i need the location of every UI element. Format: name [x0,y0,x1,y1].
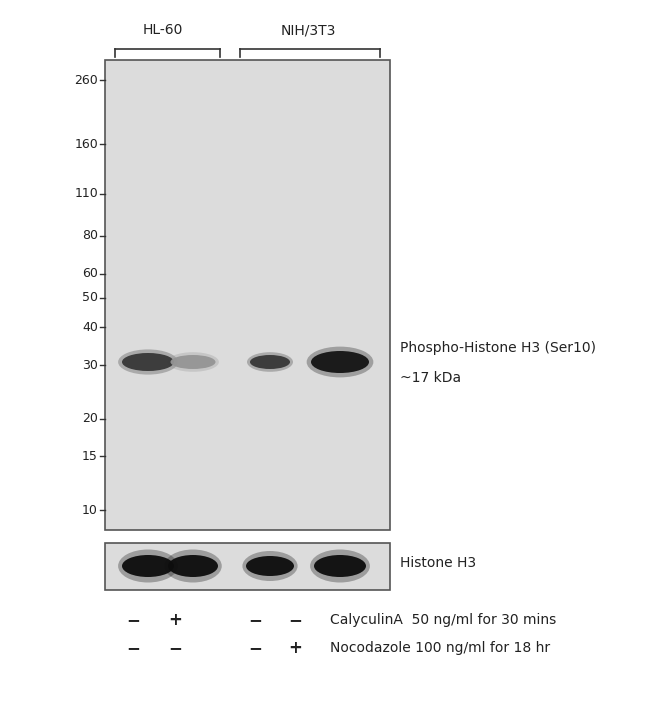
Ellipse shape [168,555,218,577]
Text: −: − [288,611,302,629]
Text: ~17 kDa: ~17 kDa [400,371,461,385]
Text: NIH/3T3: NIH/3T3 [280,23,335,37]
Text: 15: 15 [82,450,98,463]
Ellipse shape [314,555,366,577]
Text: HL-60: HL-60 [143,23,183,37]
Text: −: − [248,639,262,657]
Ellipse shape [310,550,370,582]
Ellipse shape [122,353,174,371]
Text: 30: 30 [82,358,98,372]
Text: −: − [248,611,262,629]
Text: −: − [168,639,182,657]
Text: Histone H3: Histone H3 [400,556,476,570]
Ellipse shape [311,351,369,373]
Bar [105,60,390,530]
Bar [105,543,390,590]
Ellipse shape [122,555,174,577]
Text: CalyculinA  50 ng/ml for 30 mins: CalyculinA 50 ng/ml for 30 mins [330,613,556,627]
Text: 160: 160 [74,137,98,151]
Ellipse shape [118,550,178,582]
Ellipse shape [118,349,178,375]
Text: 10: 10 [82,503,98,517]
Ellipse shape [247,352,293,372]
Ellipse shape [242,551,298,581]
Ellipse shape [167,352,219,372]
Ellipse shape [164,550,222,582]
Text: 40: 40 [82,320,98,334]
Text: +: + [168,611,182,629]
Text: 20: 20 [82,412,98,425]
Text: 80: 80 [82,229,98,242]
Text: 50: 50 [82,291,98,304]
Text: 110: 110 [74,187,98,200]
Ellipse shape [246,556,294,576]
Ellipse shape [170,355,216,369]
Text: 60: 60 [82,267,98,280]
Text: +: + [288,639,302,657]
Ellipse shape [307,346,373,377]
Text: Phospho-Histone H3 (Ser10): Phospho-Histone H3 (Ser10) [400,341,596,355]
Text: −: − [126,639,140,657]
Ellipse shape [250,355,290,369]
Text: Nocodazole 100 ng/ml for 18 hr: Nocodazole 100 ng/ml for 18 hr [330,641,550,655]
Text: 260: 260 [74,73,98,87]
Text: −: − [126,611,140,629]
